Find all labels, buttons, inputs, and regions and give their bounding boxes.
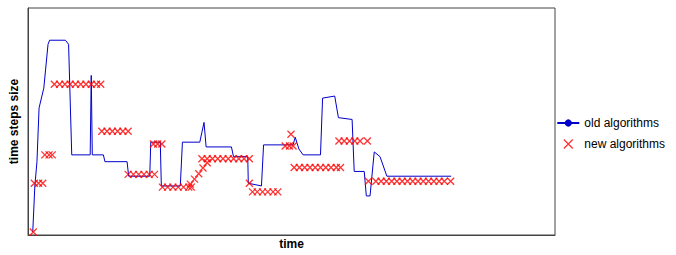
svg-text:new algorithms: new algorithms: [584, 137, 665, 151]
svg-text:old algorithms: old algorithms: [584, 116, 659, 130]
svg-text:time: time: [279, 237, 304, 251]
svg-text:time steps size: time steps size: [7, 78, 21, 164]
